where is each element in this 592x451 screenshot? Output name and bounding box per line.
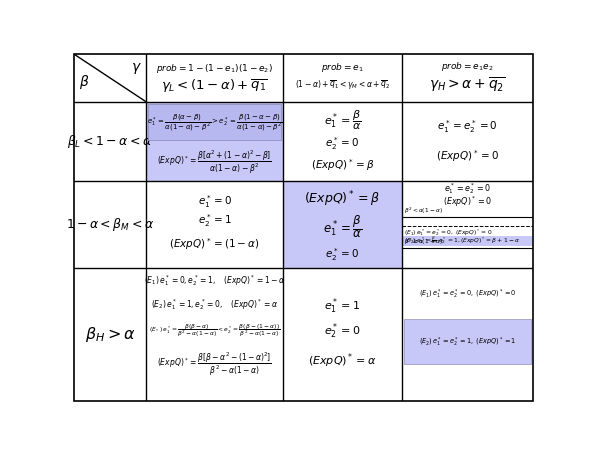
Text: $e_1^*=e_2^*=0$: $e_1^*=e_2^*=0$ <box>444 181 491 196</box>
Text: $\beta_H>\alpha$: $\beta_H>\alpha$ <box>85 325 136 344</box>
Text: $e_2^*=0$: $e_2^*=0$ <box>324 321 361 341</box>
Text: $\beta^2\geq\alpha(1-\alpha)$: $\beta^2\geq\alpha(1-\alpha)$ <box>404 237 443 247</box>
Text: $prob=1-(1-e_1)(1-e_2)$: $prob=1-(1-e_1)(1-e_2)$ <box>156 62 273 75</box>
Text: $1-\alpha<\beta_M<\alpha$: $1-\alpha<\beta_M<\alpha$ <box>66 216 155 233</box>
Text: $(E_1)\,e_1^*=0,e_2^*=1,\quad(ExpQ)^*=1-\alpha$: $(E_1)\,e_1^*=0,e_2^*=1,\quad(ExpQ)^*=1-… <box>144 273 285 288</box>
Text: $e_1^*=\dfrac{\beta(\alpha-\beta)}{\alpha(1-\alpha)-\beta^2}>e_2^*=\dfrac{\beta(: $e_1^*=\dfrac{\beta(\alpha-\beta)}{\alph… <box>147 112 283 133</box>
Text: $(ExpQ)^*=0$: $(ExpQ)^*=0$ <box>443 194 492 209</box>
Text: $e_1^*=1$: $e_1^*=1$ <box>324 296 361 316</box>
Text: $prob=e_1$: $prob=e_1$ <box>321 61 363 74</box>
Text: $(E_*)\,e_1^*=\dfrac{\beta(\beta-\alpha)}{\beta^2-\alpha(1-\alpha)}<e_2^*=\dfrac: $(E_*)\,e_1^*=\dfrac{\beta(\beta-\alpha)… <box>149 322 281 340</box>
Text: $(ExpQ)^*=\dfrac{\beta[\beta-\alpha^2-(1-\alpha)^2]}{\beta^2-\alpha(1-\alpha)}$: $(ExpQ)^*=\dfrac{\beta[\beta-\alpha^2-(1… <box>157 350 272 377</box>
Text: $(E_1)\,e_1^*=e_2^*=0,\;(ExpQ)^*=0$: $(E_1)\,e_1^*=e_2^*=0,\;(ExpQ)^*=0$ <box>419 288 516 301</box>
Text: $(E_2)\,e_1^*=1,e_2^*=0,\quad(ExpQ)^*=\alpha$: $(E_2)\,e_1^*=1,e_2^*=0,\quad(ExpQ)^*=\a… <box>151 298 278 313</box>
Bar <box>146 102 283 181</box>
Text: $\gamma_L<(1-\alpha)+\overline{q_1}$: $\gamma_L<(1-\alpha)+\overline{q_1}$ <box>162 78 268 96</box>
Text: $e_2^*=0$: $e_2^*=0$ <box>325 135 359 152</box>
Text: $(1-\alpha)+\overline{q}_1<\gamma_M<\alpha+\overline{q}_2$: $(1-\alpha)+\overline{q}_1<\gamma_M<\alp… <box>295 78 390 91</box>
Text: $e_1^*=e_2^*=0$: $e_1^*=e_2^*=0$ <box>437 119 498 135</box>
Text: $\beta_L<1-\alpha<\alpha$: $\beta_L<1-\alpha<\alpha$ <box>67 133 153 150</box>
Text: $(ExpQ)^*=\beta$: $(ExpQ)^*=\beta$ <box>311 157 374 173</box>
Text: $(E_2)\,e_1^*=\frac{\beta}{\alpha},e_2^*=1,(ExpQ)^*=\beta+1-\alpha$: $(E_2)\,e_1^*=\frac{\beta}{\alpha},e_2^*… <box>404 235 520 247</box>
Text: $(ExpQ)^*=0$: $(ExpQ)^*=0$ <box>436 148 499 164</box>
Text: $e_1^*=0$: $e_1^*=0$ <box>198 193 231 210</box>
Text: $prob=e_1e_2$: $prob=e_1e_2$ <box>441 60 494 73</box>
Text: $(ExpQ)^*=\beta$: $(ExpQ)^*=\beta$ <box>304 189 381 209</box>
Bar <box>403 236 532 246</box>
Text: $(ExpQ)^*=\dfrac{\beta[\alpha^2+(1-\alpha)^2-\beta]}{\alpha(1-\alpha)-\beta^2}$: $(ExpQ)^*=\dfrac{\beta[\alpha^2+(1-\alph… <box>157 149 272 176</box>
Text: $\gamma$: $\gamma$ <box>131 61 142 76</box>
Text: $\gamma_H>\alpha+\overline{q_2}$: $\gamma_H>\alpha+\overline{q_2}$ <box>429 76 506 95</box>
Text: $(ExpQ)^*=(1-\alpha)$: $(ExpQ)^*=(1-\alpha)$ <box>169 236 260 252</box>
Bar <box>283 181 402 268</box>
Text: $e_1^*=\dfrac{\beta}{\alpha}$: $e_1^*=\dfrac{\beta}{\alpha}$ <box>324 108 361 132</box>
Text: $\beta$: $\beta$ <box>79 73 89 91</box>
Text: $\beta^2<\alpha(1-\alpha)$: $\beta^2<\alpha(1-\alpha)$ <box>404 205 443 216</box>
Text: $(ExpQ)^*=\alpha$: $(ExpQ)^*=\alpha$ <box>308 351 377 370</box>
Bar <box>148 104 281 140</box>
Text: $(E_2)\,e_1^*=e_2^*=1,\;(ExpQ)^*=1$: $(E_2)\,e_1^*=e_2^*=1,\;(ExpQ)^*=1$ <box>419 336 516 349</box>
Bar <box>404 319 531 364</box>
Text: $e_2^*=1$: $e_2^*=1$ <box>198 212 231 229</box>
Text: $e_2^*=0$: $e_2^*=0$ <box>325 246 359 263</box>
Text: $e_1^*=\dfrac{\beta}{\alpha}$: $e_1^*=\dfrac{\beta}{\alpha}$ <box>323 214 362 240</box>
Text: $(E_1)\,e_1^*=e_2^*=0,\;(ExpQ)^*=0$: $(E_1)\,e_1^*=e_2^*=0,\;(ExpQ)^*=0$ <box>404 227 493 238</box>
